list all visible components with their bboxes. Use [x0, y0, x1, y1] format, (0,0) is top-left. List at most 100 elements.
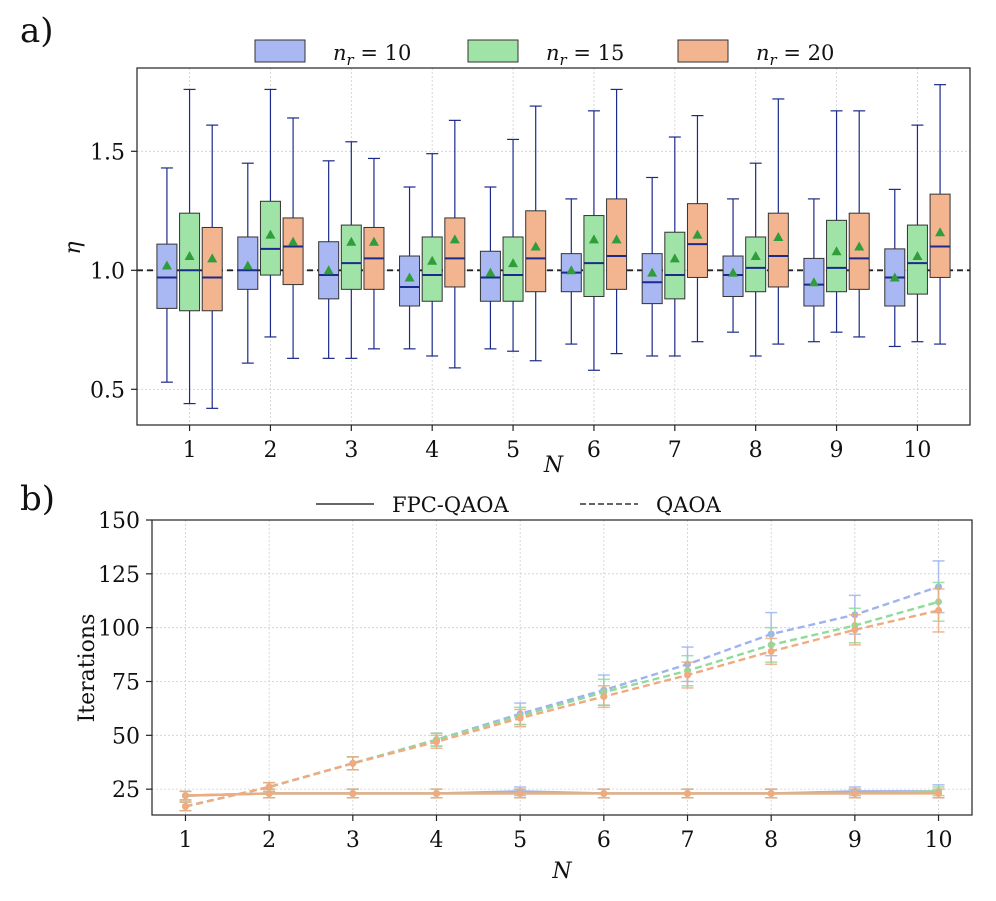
panel-b-axes-frame — [151, 519, 973, 816]
data-point — [181, 802, 189, 810]
box-20-N9 — [848, 110, 870, 338]
data-point — [684, 671, 692, 679]
legend-entry-nr-10: nr = 10 — [254, 39, 411, 69]
box-mean-marker — [588, 234, 599, 244]
box-iqr — [502, 236, 524, 302]
panel-a-x-tick-label: 6 — [587, 438, 601, 463]
panel-b-y-tick-label: 100 — [98, 617, 140, 642]
data-point — [600, 789, 608, 797]
box-mean-marker — [449, 234, 460, 244]
box-15-N5 — [502, 138, 524, 352]
panel-a-boxes — [156, 84, 951, 409]
box-mean-marker — [889, 272, 900, 282]
panel-a-y-ticks: 0.5 1.0 1.5 — [90, 140, 137, 403]
box-mean-marker — [611, 234, 622, 244]
data-point — [349, 789, 357, 797]
legend-entry-nr-20: nr = 20 — [677, 39, 834, 69]
panel-b-grid — [152, 519, 972, 815]
box-iqr — [179, 212, 201, 312]
data-point — [600, 693, 608, 701]
box-mean-marker — [184, 251, 195, 261]
legend-label: nr = 10 — [333, 41, 411, 69]
panel-b-x-tick-label: 1 — [178, 828, 192, 853]
box-10-N9 — [803, 198, 825, 343]
box-20-N5 — [525, 105, 547, 362]
series-qaoa-nr-10 — [179, 560, 945, 812]
box-iqr — [826, 219, 848, 293]
box-mean-marker — [288, 236, 299, 246]
data-point — [935, 606, 943, 614]
box-mean-marker — [346, 236, 357, 246]
box-20-N3 — [363, 157, 385, 350]
box-10-N2 — [237, 162, 259, 364]
box-15-N2 — [259, 88, 281, 338]
panel-a-y-tick-label: 1.0 — [90, 259, 125, 284]
series-line — [185, 600, 939, 808]
box-iqr — [156, 243, 178, 309]
box-mean-marker — [242, 260, 253, 270]
box-20-N6 — [606, 88, 628, 355]
legend-swatch — [254, 39, 306, 63]
box-mean-marker — [773, 231, 784, 241]
legend-entry-nr-15: nr = 15 — [467, 39, 624, 69]
legend-swatch — [677, 39, 729, 63]
box-mean-marker — [912, 251, 923, 261]
box-15-N7 — [664, 136, 686, 357]
panel-a-x-tick-label: 5 — [506, 438, 520, 463]
box-15-N8 — [745, 162, 767, 357]
box-iqr — [848, 212, 870, 290]
panel-b: b) 25 50 75 100 125 150 1 2 3 4 5 6 7 8 9 10 Iteration… — [20, 479, 973, 884]
box-iqr — [525, 210, 547, 293]
legend-label: nr = 15 — [546, 41, 624, 69]
box-15-N6 — [583, 110, 605, 371]
series-line — [185, 792, 939, 797]
box-10-N4 — [399, 186, 421, 350]
panel-a-x-tick-label: 4 — [425, 438, 439, 463]
data-point — [349, 759, 357, 767]
box-20-N1 — [201, 124, 223, 409]
data-point — [767, 647, 775, 655]
panel-a-axes-frame — [136, 67, 971, 426]
series-line — [185, 585, 939, 808]
panel-a-x-ticks: 1 2 3 4 5 6 7 8 9 10 — [183, 425, 931, 463]
panel-b-y-tick-label: 125 — [98, 563, 140, 588]
legend-swatch — [467, 39, 519, 63]
box-10-N7 — [641, 176, 663, 357]
box-mean-marker — [692, 229, 703, 239]
box-10-N3 — [318, 160, 340, 359]
panel-b-y-ticks: 25 50 75 100 125 150 — [98, 509, 152, 803]
data-point — [432, 738, 440, 746]
box-mean-marker — [808, 277, 819, 287]
box-mean-marker — [323, 265, 334, 275]
box-15-N4 — [421, 153, 443, 357]
box-mean-marker — [854, 241, 865, 251]
data-point — [935, 789, 943, 797]
box-mean-marker — [669, 253, 680, 263]
panel-b-x-tick-label: 8 — [764, 828, 778, 853]
box-iqr — [421, 236, 443, 302]
panel-b-x-axis-label: N — [551, 859, 572, 884]
panel-a-label: a) — [20, 11, 54, 51]
panel-a-x-tick-label: 7 — [668, 438, 682, 463]
legend-label: FPC-QAOA — [392, 493, 509, 517]
box-mean-marker — [508, 258, 519, 268]
box-iqr — [606, 198, 628, 290]
panel-b-x-tick-label: 7 — [681, 828, 695, 853]
panel-a-legend: nr = 10 nr = 15 nr = 20 — [254, 39, 834, 69]
series-qaoa-nr-15 — [179, 581, 945, 812]
data-point — [851, 789, 859, 797]
box-10-N1 — [156, 167, 178, 383]
panel-a-x-tick-label: 8 — [749, 438, 763, 463]
box-iqr — [340, 224, 362, 290]
panel-a-x-tick-label: 1 — [183, 438, 197, 463]
series-line — [185, 609, 939, 808]
panel-b-x-ticks: 1 2 3 4 5 6 7 8 9 10 — [178, 815, 953, 853]
box-20-N8 — [767, 98, 789, 345]
box-mean-marker — [647, 267, 658, 277]
box-10-N5 — [479, 186, 501, 350]
box-mean-marker — [404, 272, 415, 282]
box-mean-marker — [265, 229, 276, 239]
panel-b-series — [179, 560, 945, 812]
box-iqr — [201, 226, 223, 312]
